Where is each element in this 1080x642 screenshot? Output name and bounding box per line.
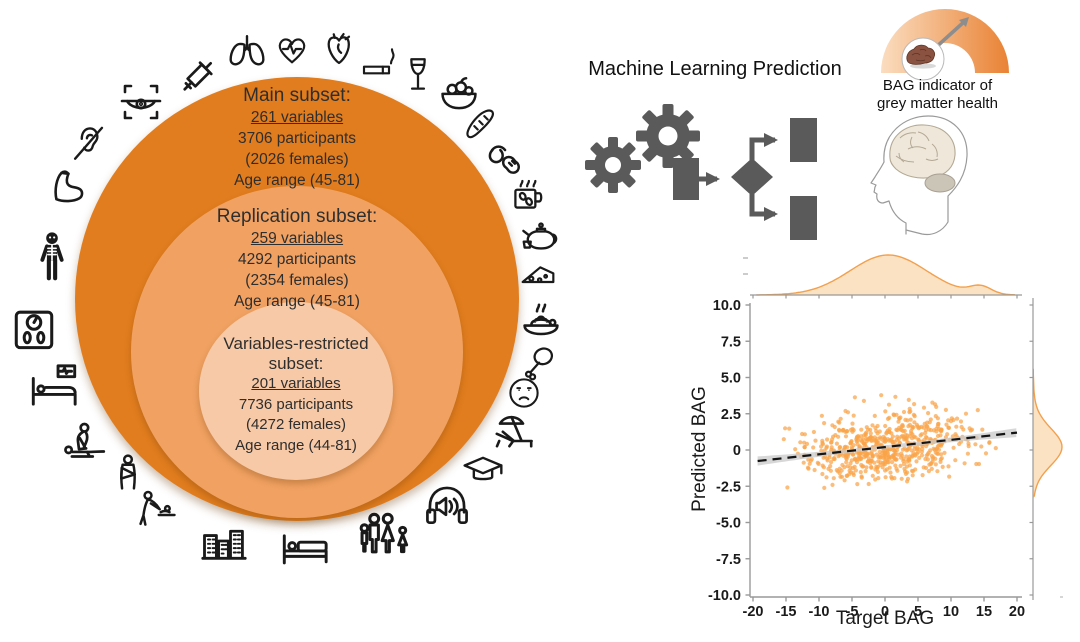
spaghetti-icon: [517, 294, 565, 342]
svg-text:15: 15: [976, 604, 992, 620]
buildings-icon: [198, 515, 250, 567]
subset-participants: 3706 participants: [237, 130, 357, 147]
subset-title: Main subset:: [243, 85, 351, 106]
gauge-caption-line1: BAG indicator of: [882, 77, 993, 94]
flow-output-node-bottom: [790, 196, 817, 240]
svg-text:7.5: 7.5: [721, 334, 741, 350]
svg-text:-10: -10: [809, 604, 830, 620]
heart-organ-icon: [318, 28, 360, 70]
subset-variables: 201 variables: [251, 375, 341, 392]
subset-variables: 259 variables: [250, 230, 344, 247]
subset-participants: 4292 participants: [237, 251, 357, 268]
hearing-headphones-icon: [422, 480, 472, 530]
arm-sling-icon: [105, 451, 151, 497]
subset-females: (4272 females): [245, 416, 347, 433]
svg-text:20: 20: [1009, 604, 1025, 620]
svg-text:-5: -5: [846, 604, 859, 620]
regression-ci-band: [757, 428, 1017, 466]
svg-text:10.0: 10.0: [713, 298, 741, 314]
gauge-caption-line2: grey matter health: [877, 95, 998, 112]
ear-slash-icon: [66, 122, 110, 166]
scatter-plot: 10.0 7.5 5.0 2.5 0 -2.5 -5.0 -7.5 -10.0 -20 -15 -10…: [690, 250, 1080, 642]
subset-variables: 261 variables: [250, 109, 344, 126]
decision-diamond: [731, 158, 773, 196]
subset-age-range: Age range (45-81): [234, 293, 360, 310]
x-axis-label: Target BAG: [835, 608, 935, 629]
ml-title: Machine Learning Prediction: [588, 58, 842, 80]
top-marginal-density: [756, 255, 1016, 295]
svg-text:5.0: 5.0: [721, 371, 741, 387]
svg-text:-20: -20: [743, 604, 764, 620]
bicep-icon: [46, 162, 94, 210]
teapot-icon: [519, 212, 563, 256]
svg-text:5: 5: [914, 604, 922, 620]
svg-text:-2.5: -2.5: [716, 479, 741, 495]
svg-text:2.5: 2.5: [721, 407, 741, 423]
cheese-icon: [518, 254, 558, 294]
wine-glass-icon: [397, 54, 439, 96]
decision-tree-icon: [673, 118, 817, 240]
peanuts-icon: [480, 133, 526, 179]
ml-flowchart-icon: [585, 104, 817, 240]
coffee-mug-icon: [507, 175, 549, 217]
flow-output-node-top: [790, 118, 817, 162]
hospital-bed-icon: [27, 360, 81, 414]
subset-title: Variables-restricted subset:: [223, 334, 369, 373]
restricted-subset-text: Variables-restricted subset: 201 variabl…: [207, 334, 385, 456]
head-profile-illustration: [870, 115, 968, 236]
subset-females: (2026 females): [245, 151, 349, 168]
eye-scan-icon: [117, 78, 165, 126]
subset-age-range: Age range (44-81): [235, 436, 357, 454]
regression-line: [757, 431, 1018, 463]
svg-text:-7.5: -7.5: [716, 552, 741, 568]
main-subset-text: Main subset: 261 variables 3706 particip…: [157, 84, 437, 191]
gauge-needle-icon: [932, 19, 967, 51]
gauge-caption: BAG indicator of grey matter health: [860, 77, 1015, 113]
syringe-icon: [173, 51, 223, 101]
subset-age-range: Age range (45-81): [234, 172, 360, 189]
replication-subset-text: Replication subset: 259 variables 4292 p…: [157, 205, 437, 312]
svg-text:-5.0: -5.0: [716, 516, 741, 532]
svg-text:-10.0: -10.0: [708, 588, 741, 604]
svg-text:0: 0: [733, 443, 741, 459]
bag-gauge-icon: [881, 9, 1009, 81]
flow-input-node: [673, 158, 699, 200]
venn-circle-restricted: [199, 302, 393, 480]
subset-females: (2354 females): [245, 272, 349, 289]
family-icon: [356, 508, 412, 564]
gears-icon: [585, 104, 700, 193]
svg-text:10: 10: [943, 604, 959, 620]
cigarette-icon: [360, 42, 400, 82]
svg-text:-15: -15: [776, 604, 797, 620]
subset-participants: 7736 participants: [238, 395, 354, 413]
subset-title: Replication subset:: [216, 206, 378, 227]
beach-lounger-icon: [490, 407, 538, 455]
heart-pulse-icon: [272, 29, 312, 69]
skeleton-icon: [23, 228, 81, 286]
sleep-bed-icon: [278, 519, 332, 573]
cpr-icon: [59, 419, 109, 469]
svg-text:0: 0: [881, 604, 889, 620]
right-marginal-density: [1033, 368, 1062, 500]
scatter-plot-svg: 10.0 7.5 5.0 2.5 0 -2.5 -5.0 -7.5 -10.0-20 -15 -10…: [708, 254, 1063, 620]
weight-scale-icon: [6, 301, 62, 357]
scatter-points: [781, 393, 998, 490]
brain-icon: [906, 44, 936, 65]
lungs-icon: [225, 30, 269, 74]
y-axis-label: Predicted BAG: [689, 386, 710, 512]
